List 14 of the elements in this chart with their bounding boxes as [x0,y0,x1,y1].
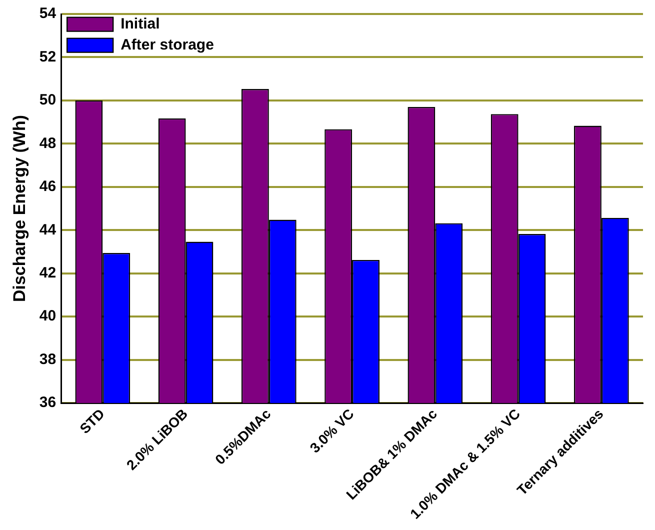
y-tick-label: 50 [39,92,56,109]
y-tick-label: 40 [39,308,56,325]
y-tick-label: 44 [39,221,57,238]
y-tick-label: 36 [39,394,56,412]
y-tick-label: 38 [39,350,56,368]
y-tick-label: 52 [39,48,56,66]
legend-label: After storage [120,36,214,54]
y-tick-label: 48 [39,134,56,152]
y-tick-label: 46 [39,178,56,196]
y-tick-label: 42 [39,264,56,282]
x-tick-label: STD [76,406,108,437]
legend-label: Initial [120,15,160,32]
y-axis-title: Discharge Energy (Wh) [10,114,29,302]
y-tick-label: 54 [39,5,57,22]
